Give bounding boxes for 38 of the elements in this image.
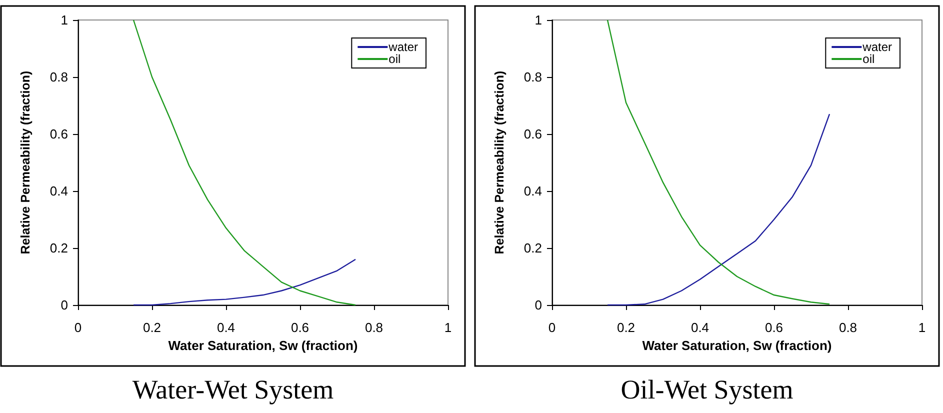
line-series xyxy=(606,19,830,305)
y-tick-label: 1 xyxy=(534,12,542,28)
y-tick-label: 0.6 xyxy=(50,126,68,142)
y-tick-label: 0.6 xyxy=(524,126,542,142)
x-tick-label: 1 xyxy=(918,320,926,335)
x-tick-label: 1 xyxy=(444,320,452,335)
x-tick-label: 0.6 xyxy=(764,320,784,335)
x-axis-title: Water Saturation, Sw (fraction) xyxy=(642,338,832,353)
x-axis-title: Water Saturation, Sw (fraction) xyxy=(168,338,358,353)
y-tick-label: 0.2 xyxy=(524,240,542,256)
y-tick-label: 0.4 xyxy=(50,184,68,198)
x-tick-label: 0 xyxy=(548,320,556,335)
line-series xyxy=(606,113,830,306)
line-series xyxy=(132,19,356,306)
y-tick-label: 0.4 xyxy=(524,184,542,198)
y-tick-label: 0.2 xyxy=(50,240,68,256)
y-tick-label: 0.8 xyxy=(50,70,68,84)
legend-label: oil xyxy=(388,52,401,66)
legend-label: oil xyxy=(862,52,875,66)
text: Water-Wet System xyxy=(132,374,334,404)
y-axis-title: Relative Permeability (fraction) xyxy=(492,70,506,254)
legend-label: water xyxy=(862,40,892,54)
legend-label: water xyxy=(388,40,418,54)
x-tick-label: 0.6 xyxy=(290,320,310,335)
x-tick-label: 0.2 xyxy=(616,320,636,335)
x-tick-label: 0.2 xyxy=(142,320,162,335)
text: Oil-Wet System xyxy=(620,374,794,404)
y-tick-label: 0 xyxy=(534,298,542,312)
y-tick-label: 0 xyxy=(60,298,68,312)
x-tick-label: 0.8 xyxy=(364,320,384,335)
x-tick-label: 0.8 xyxy=(838,320,858,335)
y-tick-label: 0.8 xyxy=(524,70,542,84)
x-tick-label: 0.4 xyxy=(690,320,710,335)
y-axis-title: Relative Permeability (fraction) xyxy=(18,70,32,254)
y-tick-label: 1 xyxy=(60,12,68,28)
x-tick-label: 0.4 xyxy=(216,320,236,335)
x-tick-label: 0 xyxy=(74,320,82,335)
line-series xyxy=(132,258,356,306)
